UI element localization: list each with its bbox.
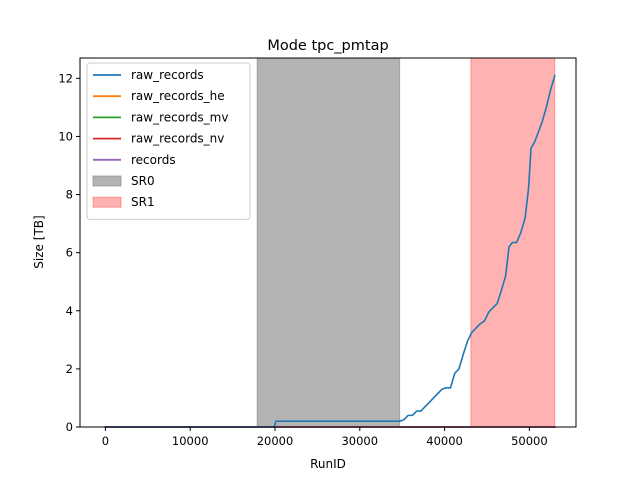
- legend-entry-sr1: SR1: [92, 195, 155, 209]
- legend-swatch: [92, 175, 122, 187]
- legend: raw_records raw_records_he raw_records_mvr…: [86, 62, 251, 220]
- legend-entry-records: records: [93, 153, 176, 167]
- y-tick-label: 0: [66, 420, 73, 434]
- series-line-raw-records: [104, 74, 556, 428]
- y-tick-label: 12: [58, 71, 73, 85]
- x-tick-label: 40000: [426, 434, 463, 448]
- y-tick-label: 6: [66, 246, 73, 260]
- chart-title: Mode tpc_pmtap: [267, 38, 388, 54]
- x-tick-label: 50000: [511, 434, 548, 448]
- legend-box: [86, 62, 251, 220]
- band-sr0: [256, 57, 401, 428]
- y-tick-label: 8: [66, 188, 73, 202]
- x-tick-label: 10000: [172, 434, 209, 448]
- legend-entry-raw-records: raw_records: [93, 68, 204, 82]
- legend-label: SR1: [131, 195, 155, 209]
- y-tick-label: 4: [66, 304, 73, 318]
- x-axis-label: RunID: [310, 457, 346, 471]
- y-tick-label: 10: [58, 129, 73, 143]
- legend-label: SR0: [131, 174, 155, 188]
- legend-entry-sr0: SR0: [92, 174, 155, 188]
- legend-swatch: [92, 196, 122, 208]
- legend-label: raw_records_nv: [131, 132, 224, 146]
- y-tick-label: 2: [66, 362, 73, 376]
- legend-entry-raw-records-nv: raw_records_nv: [93, 132, 224, 146]
- legend-label: raw_records_he: [131, 89, 225, 103]
- x-tick-label: 0: [102, 434, 109, 448]
- legend-label: records: [131, 153, 176, 167]
- plot-frame: [79, 57, 577, 428]
- legend-label: raw_records_mv: [131, 110, 228, 124]
- x-tick-label: 20000: [257, 434, 294, 448]
- x-tick-label: 30000: [341, 434, 378, 448]
- y-axis-label: Size [TB]: [32, 215, 46, 268]
- highlight-bands: [256, 57, 556, 428]
- legend-entry-raw-records-mv: raw_records_mv: [93, 110, 228, 124]
- x-axis-ticks: 0 10000 20000 30000 40000 50000: [102, 427, 548, 448]
- legend-label: raw_records: [131, 68, 204, 82]
- legend-entry-raw-records-he: raw_records_he: [93, 89, 225, 103]
- y-axis-ticks: 0 2 4 6 8 10 12: [58, 71, 80, 434]
